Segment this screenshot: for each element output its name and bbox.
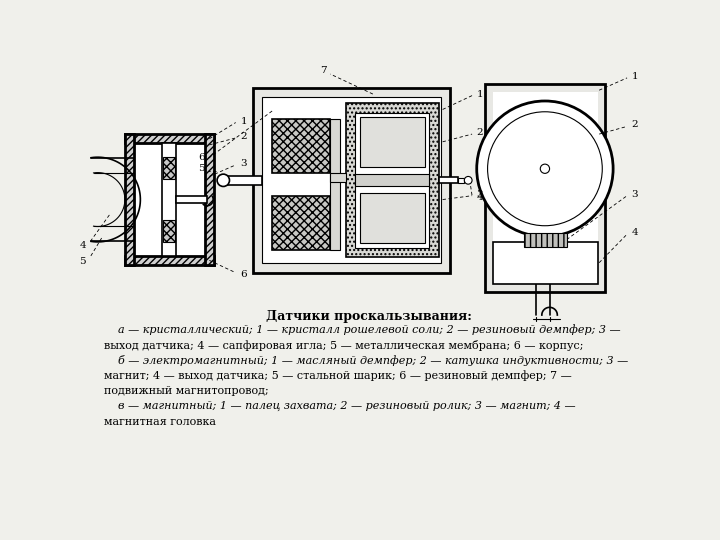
Text: б — электромагнитный; 1 — масляный демпфер; 2 — катушка индуктивности; 3 —: б — электромагнитный; 1 — масляный демпф…: [104, 355, 628, 366]
Bar: [253, 88, 451, 273]
Bar: [262, 97, 441, 264]
Bar: [330, 173, 346, 182]
Text: 2: 2: [631, 120, 639, 130]
Text: 2: 2: [240, 132, 247, 141]
Bar: [225, 176, 262, 185]
Bar: [272, 195, 330, 249]
Bar: [493, 242, 598, 284]
Text: выход датчика; 4 — сапфировая игла; 5 — металлическая мембрана; 6 — корпус;: выход датчика; 4 — сапфировая игла; 5 — …: [104, 340, 583, 350]
Text: в — магнитный; 1 — палец захвата; 2 — резиновый ролик; 3 — магнит; 4 —: в — магнитный; 1 — палец захвата; 2 — ре…: [104, 401, 575, 411]
Bar: [458, 178, 464, 183]
Bar: [493, 92, 598, 284]
Text: магнит; 4 — выход датчика; 5 — стальной шарик; 6 — резиновый демпфер; 7 —: магнит; 4 — выход датчика; 5 — стальной …: [104, 370, 572, 381]
Bar: [355, 112, 429, 248]
Bar: [330, 119, 340, 249]
Bar: [125, 134, 214, 143]
Bar: [438, 177, 458, 184]
Circle shape: [217, 174, 230, 186]
Text: 6: 6: [240, 270, 247, 279]
Bar: [524, 233, 567, 247]
Circle shape: [477, 101, 613, 237]
Text: подвижный магнитопровод;: подвижный магнитопровод;: [104, 386, 269, 396]
Bar: [163, 157, 175, 179]
Text: 4: 4: [79, 241, 86, 250]
Bar: [162, 143, 176, 256]
Text: 5: 5: [199, 164, 205, 173]
Circle shape: [487, 112, 602, 226]
Text: 1: 1: [631, 72, 639, 81]
Text: 7: 7: [320, 66, 326, 76]
Bar: [346, 103, 438, 257]
Text: 3: 3: [240, 159, 247, 168]
Bar: [125, 256, 214, 265]
Bar: [204, 134, 214, 265]
Circle shape: [464, 177, 472, 184]
Bar: [355, 174, 429, 186]
Text: Датчики проскальзывания:: Датчики проскальзывания:: [266, 309, 472, 323]
Text: 3: 3: [631, 190, 639, 199]
Text: 5: 5: [79, 256, 86, 266]
Bar: [272, 119, 330, 173]
Text: 6: 6: [199, 153, 205, 161]
Text: 4: 4: [477, 193, 483, 202]
Text: 4: 4: [631, 228, 639, 237]
Bar: [163, 220, 175, 242]
Text: 1: 1: [477, 90, 483, 99]
Bar: [485, 84, 606, 292]
Circle shape: [540, 164, 549, 173]
Text: магнитная головка: магнитная головка: [104, 417, 216, 427]
Bar: [360, 193, 425, 244]
Bar: [134, 143, 204, 256]
Text: 3: 3: [477, 190, 483, 199]
Bar: [125, 134, 134, 265]
Text: 2: 2: [477, 128, 483, 137]
Bar: [176, 197, 207, 202]
Bar: [360, 117, 425, 167]
Text: а — кристаллический; 1 — кристалл рошелевой соли; 2 — резиновый демпфер; 3 —: а — кристаллический; 1 — кристалл рошеле…: [104, 325, 621, 335]
Text: 1: 1: [240, 117, 247, 125]
